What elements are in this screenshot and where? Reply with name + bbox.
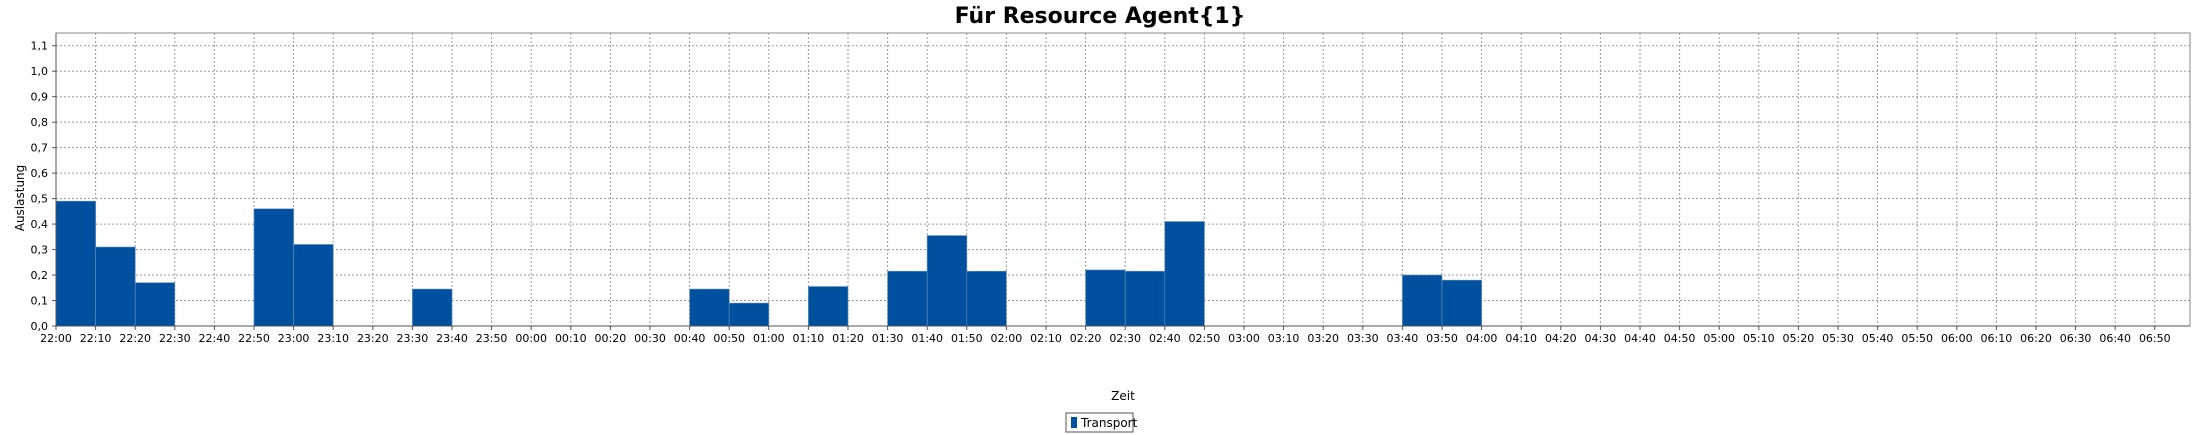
x-tick-label: 04:50: [1664, 332, 1696, 345]
x-axis: 22:00 22:10 22:20 22:30 22:40 22:50 23:00 23:10…: [40, 325, 2190, 345]
legend-box: [1065, 412, 1134, 433]
bar-0150: [966, 270, 1007, 327]
x-tick-label: 05:20: [1783, 332, 1815, 345]
x-tick-label: 02:20: [1070, 332, 1102, 345]
y-tick-label: 0,0: [31, 320, 49, 333]
bar-2330: [412, 288, 453, 327]
bar-0040: [689, 288, 730, 327]
x-tick-label: 23:50: [476, 332, 508, 345]
x-tick-label: 00:20: [595, 332, 627, 345]
x-tick-label: 05:40: [1862, 332, 1894, 345]
x-tick-label: 00:40: [674, 332, 706, 345]
x-axis-label: Zeit: [1111, 389, 1135, 403]
bar-0110: [808, 286, 849, 327]
bar-0240: [1164, 221, 1205, 327]
x-tick-label: 06:50: [2139, 332, 2171, 345]
bar-2200: [55, 200, 96, 327]
x-tick-label: 23:30: [397, 332, 429, 345]
bar-2300: [293, 244, 334, 327]
bars: [55, 200, 1482, 327]
bar-0350: [1441, 279, 1482, 327]
x-tick-label: 03:30: [1347, 332, 1379, 345]
y-tick-label: 0,6: [31, 167, 49, 180]
y-axis: 0,0 0,1 0,2 0,3 0,4 0,5 0,6 0,7 0,8 0,9 1,0 1,1: [31, 33, 57, 333]
x-tick-label: 01:40: [911, 332, 943, 345]
x-tick-label: 00:00: [515, 332, 547, 345]
x-tick-label: 04:40: [1624, 332, 1656, 345]
x-tick-label: 06:10: [1981, 332, 2013, 345]
x-tick-label: 02:50: [1189, 332, 1221, 345]
x-tick-label: 22:20: [119, 332, 151, 345]
y-tick-label: 0,8: [31, 116, 49, 129]
x-tick-label: 01:50: [951, 332, 983, 345]
x-tick-label: 06:00: [1941, 332, 1973, 345]
x-tick-label: 05:30: [1822, 332, 1854, 345]
bar-0130: [887, 270, 928, 327]
x-tick-label: 03:20: [1307, 332, 1339, 345]
x-tick-label: 04:30: [1585, 332, 1617, 345]
x-tick-label: 04:00: [1466, 332, 1498, 345]
x-tick-label: 02:30: [1109, 332, 1141, 345]
legend: Transport: [1065, 412, 1138, 433]
x-tick-label: 03:00: [1228, 332, 1260, 345]
x-tick-label: 01:20: [832, 332, 864, 345]
x-tick-label: 23:20: [357, 332, 389, 345]
legend-swatch-transport: [1071, 417, 1077, 428]
x-tick-label: 05:50: [1901, 332, 1933, 345]
y-tick-label: 0,5: [31, 193, 49, 206]
x-tick-label: 02:10: [1030, 332, 1062, 345]
x-tick-label: 05:10: [1743, 332, 1775, 345]
x-tick-label: 06:40: [2099, 332, 2131, 345]
bar-2220: [134, 282, 176, 327]
x-tick-label: 03:40: [1387, 332, 1419, 345]
x-tick-label: 01:10: [793, 332, 825, 345]
y-tick-label: 1,1: [31, 40, 49, 53]
x-tick-label: 04:10: [1505, 332, 1537, 345]
x-tick-label: 22:50: [238, 332, 270, 345]
bar-0220: [1085, 269, 1126, 327]
y-tick-label: 0,7: [31, 142, 49, 155]
x-tick-label: 01:30: [872, 332, 904, 345]
x-tick-label: 23:00: [278, 332, 310, 345]
legend-label-transport: Transport: [1080, 416, 1138, 430]
chart-title: Für Resource Agent{1}: [955, 4, 1246, 29]
x-tick-label: 06:20: [2020, 332, 2052, 345]
bar-2250: [253, 208, 294, 327]
y-tick-label: 0,2: [31, 269, 49, 282]
x-tick-label: 22:30: [159, 332, 191, 345]
x-tick-label: 22:00: [40, 332, 72, 345]
y-tick-label: 0,1: [31, 295, 49, 308]
bar-2210: [95, 246, 136, 327]
x-tick-label: 00:10: [555, 332, 587, 345]
bar-0140: [926, 235, 968, 327]
bar-0230: [1124, 270, 1166, 327]
x-tick-label: 02:00: [991, 332, 1023, 345]
x-tick-label: 00:30: [634, 332, 666, 345]
y-tick-label: 0,3: [31, 244, 49, 257]
x-tick-label: 23:10: [317, 332, 349, 345]
y-axis-label: Auslastung: [13, 165, 27, 232]
x-tick-label: 03:50: [1426, 332, 1458, 345]
x-tick-label: 01:00: [753, 332, 785, 345]
bar-0340: [1402, 274, 1443, 327]
x-tick-label: 03:10: [1268, 332, 1300, 345]
x-tick-label: 05:00: [1703, 332, 1735, 345]
x-tick-label: 22:10: [80, 332, 112, 345]
x-tick-label: 02:40: [1149, 332, 1181, 345]
x-tick-label: 00:50: [713, 332, 745, 345]
y-tick-label: 0,4: [31, 218, 49, 231]
bar-0050: [728, 302, 770, 327]
x-tick-label: 22:40: [199, 332, 231, 345]
x-tick-label: 23:40: [436, 332, 468, 345]
x-tick-label: 06:30: [2060, 332, 2092, 345]
y-tick-label: 1,0: [31, 65, 49, 78]
y-tick-label: 0,9: [31, 91, 49, 104]
x-tick-label: 04:20: [1545, 332, 1577, 345]
